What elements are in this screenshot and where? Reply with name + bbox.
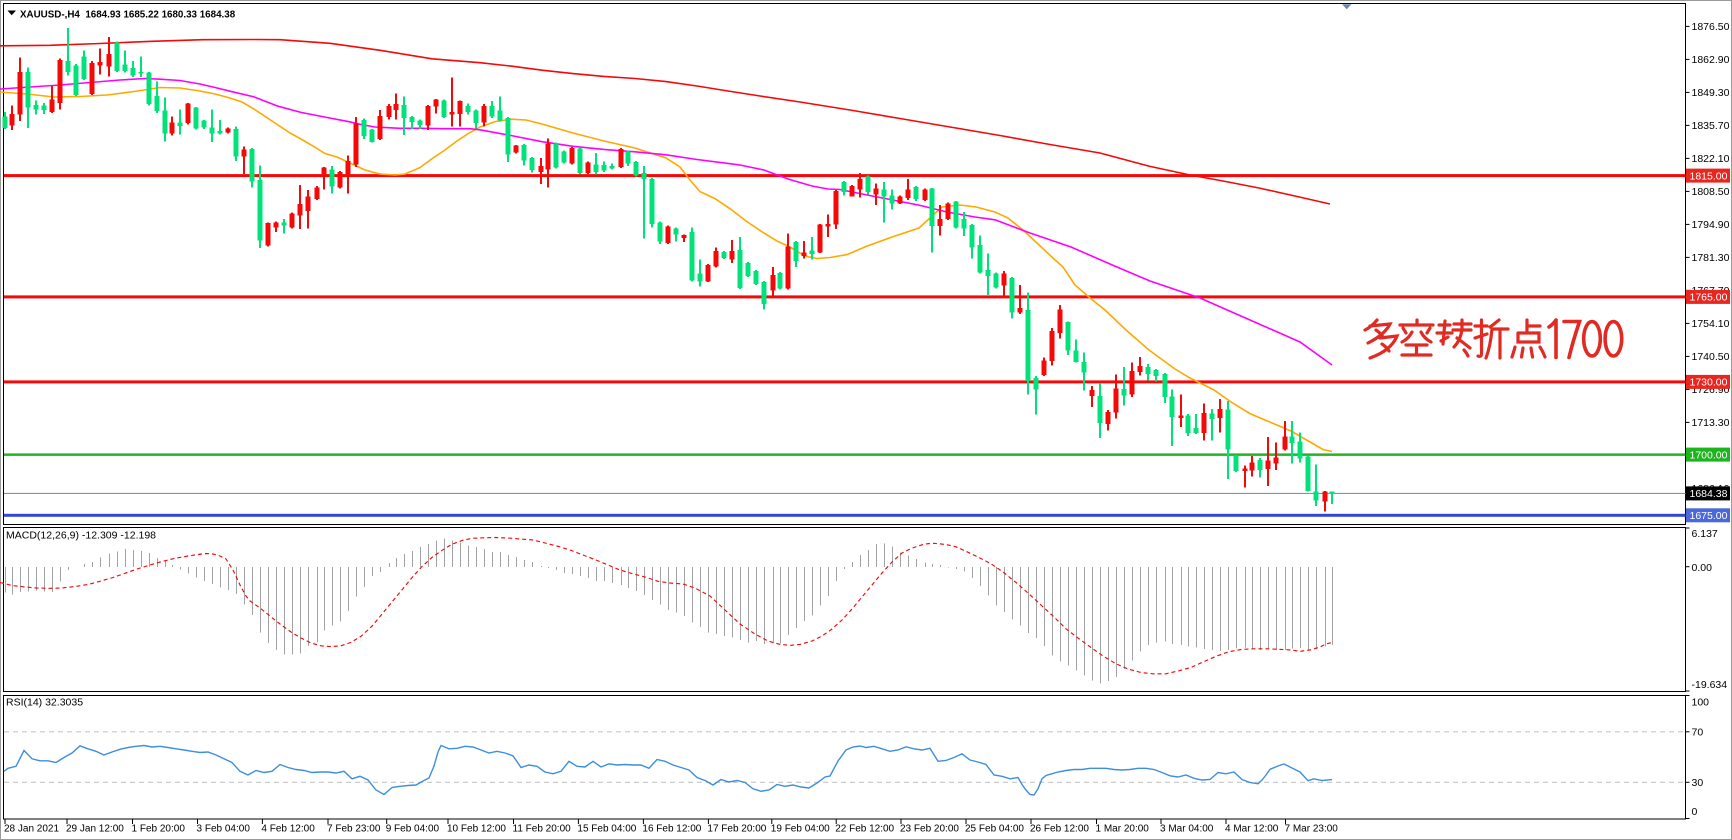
svg-text:RSI(14) 32.3035: RSI(14) 32.3035	[6, 697, 83, 709]
svg-text:1675.00: 1675.00	[1690, 510, 1728, 522]
svg-text:22 Feb 12:00: 22 Feb 12:00	[835, 824, 894, 835]
svg-text:11 Feb 20:00: 11 Feb 20:00	[513, 824, 572, 835]
svg-text:1713.30: 1713.30	[1692, 417, 1730, 429]
svg-text:MACD(12,26,9) -12.309 -12.198: MACD(12,26,9) -12.309 -12.198	[6, 530, 156, 542]
svg-text:XAUUSD-,H4 1684.93 1685.22 16: XAUUSD-,H4 1684.93 1685.22 1680.33 1684.…	[20, 10, 236, 21]
svg-text:0: 0	[1692, 806, 1698, 818]
svg-text:7 Mar 23:00: 7 Mar 23:00	[1285, 824, 1339, 835]
svg-text:1 Mar 20:00: 1 Mar 20:00	[1096, 824, 1150, 835]
svg-text:-19.634: -19.634	[1692, 679, 1728, 691]
svg-text:23 Feb 20:00: 23 Feb 20:00	[900, 824, 959, 835]
svg-text:1862.90: 1862.90	[1692, 54, 1730, 66]
svg-text:16 Feb 12:00: 16 Feb 12:00	[642, 824, 701, 835]
svg-text:1781.30: 1781.30	[1692, 252, 1730, 264]
svg-text:26 Feb 12:00: 26 Feb 12:00	[1030, 824, 1089, 835]
svg-text:4 Mar 12:00: 4 Mar 12:00	[1225, 824, 1279, 835]
svg-text:10 Feb 12:00: 10 Feb 12:00	[447, 824, 506, 835]
svg-text:1740.50: 1740.50	[1692, 351, 1730, 363]
svg-text:6.137: 6.137	[1692, 528, 1718, 540]
svg-text:1849.30: 1849.30	[1692, 87, 1730, 99]
svg-text:1684.38: 1684.38	[1690, 488, 1728, 500]
svg-text:1808.50: 1808.50	[1692, 186, 1730, 198]
svg-text:1815.00: 1815.00	[1690, 170, 1728, 182]
svg-text:7 Feb 23:00: 7 Feb 23:00	[327, 824, 381, 835]
svg-text:1835.70: 1835.70	[1692, 120, 1730, 132]
svg-text:28 Jan 2021: 28 Jan 2021	[4, 824, 59, 835]
svg-text:19 Feb 04:00: 19 Feb 04:00	[771, 824, 830, 835]
svg-text:1754.10: 1754.10	[1692, 318, 1730, 330]
svg-text:0.00: 0.00	[1692, 562, 1713, 574]
svg-text:3 Feb 04:00: 3 Feb 04:00	[197, 824, 251, 835]
svg-text:1794.90: 1794.90	[1692, 219, 1730, 231]
svg-text:3 Mar 04:00: 3 Mar 04:00	[1160, 824, 1214, 835]
svg-text:25 Feb 04:00: 25 Feb 04:00	[965, 824, 1024, 835]
svg-text:1822.10: 1822.10	[1692, 153, 1730, 165]
svg-text:1765.00: 1765.00	[1690, 292, 1728, 304]
svg-text:9 Feb 04:00: 9 Feb 04:00	[386, 824, 440, 835]
svg-text:15 Feb 04:00: 15 Feb 04:00	[577, 824, 636, 835]
svg-text:1730.00: 1730.00	[1690, 377, 1728, 389]
svg-text:4 Feb 12:00: 4 Feb 12:00	[261, 824, 315, 835]
svg-text:1700.00: 1700.00	[1690, 449, 1728, 461]
svg-text:30: 30	[1692, 777, 1704, 789]
svg-text:1876.50: 1876.50	[1692, 21, 1730, 33]
svg-text:100: 100	[1692, 697, 1710, 709]
svg-text:70: 70	[1692, 726, 1704, 738]
svg-text:17 Feb 20:00: 17 Feb 20:00	[707, 824, 766, 835]
svg-text:29 Jan 12:00: 29 Jan 12:00	[66, 824, 124, 835]
svg-text:1 Feb 20:00: 1 Feb 20:00	[132, 824, 186, 835]
